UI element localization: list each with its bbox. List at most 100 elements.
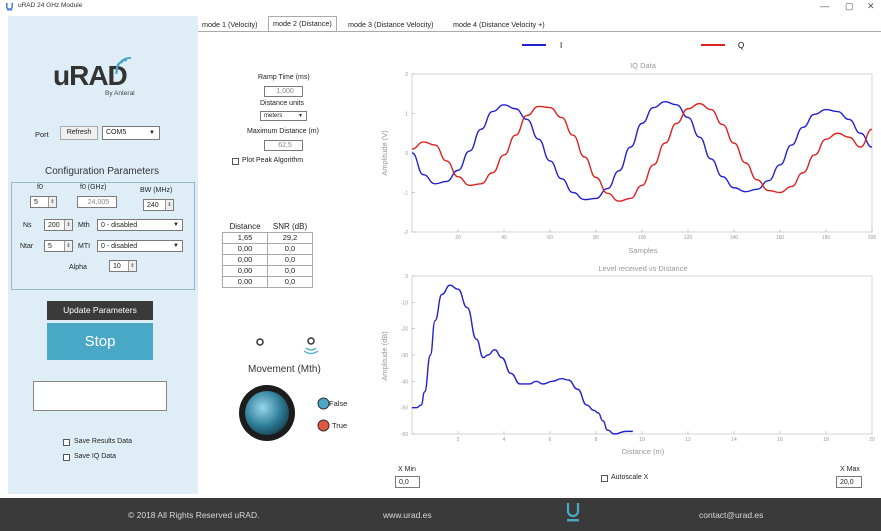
iq-x-tick-label: 120 <box>684 235 693 241</box>
bw-value: 240 <box>147 202 159 209</box>
minimize-button[interactable]: — <box>820 1 829 11</box>
bw-label: BW (MHz) <box>140 187 173 194</box>
footer-contact-link[interactable]: contact@urad.es <box>699 510 764 520</box>
tab-strip-line <box>198 31 881 32</box>
iq-x-tick-label: 100 <box>638 235 647 241</box>
save-iq-label: Save IQ Data <box>74 453 117 460</box>
tab-mode-2[interactable]: mode 2 (Distance) <box>268 16 337 31</box>
left-panel: uRAD By Anteral Port Refresh COM5 ▼ Conf… <box>8 16 198 494</box>
iq-chart-axes: 20 40 60 80 100 120 140 160 180 200 2 1 0 -1 -2 <box>404 72 877 241</box>
cell-distance: 0,00 <box>222 242 268 255</box>
tab-mode-1[interactable]: mode 1 (Velocity) <box>202 20 258 29</box>
close-button[interactable]: ✕ <box>867 1 875 11</box>
ns-stepper[interactable]: 200 ⇕ <box>44 219 73 231</box>
ntar-value: 5 <box>48 243 52 250</box>
iq-series-line-q <box>411 102 873 202</box>
spin-arrows-icon[interactable]: ⇕ <box>165 200 173 210</box>
tab-mode-3[interactable]: mode 3 (Distance Velocity) <box>348 20 434 29</box>
maxdist-label: Maximum Distance (m) <box>247 128 319 135</box>
xmin-field[interactable]: 0,0 <box>395 476 420 488</box>
config-title: Configuration Parameters <box>45 166 159 177</box>
level-chart-axes: 2 4 6 8 10 12 14 16 18 20 0 -10 -20 -30 -40 -50 -60 <box>401 274 875 443</box>
iq-y-tick-label: -2 <box>404 230 409 236</box>
spin-arrows-icon[interactable]: ⇕ <box>128 261 136 271</box>
update-parameters-button[interactable]: Update Parameters <box>47 301 153 320</box>
level-x-tick-label: 2 <box>457 437 460 443</box>
xmin-label: X Min <box>398 466 416 473</box>
iq-y-tick-label: 1 <box>405 112 408 118</box>
port-label: Port <box>35 130 49 139</box>
level-y-tick-label: 0 <box>405 274 408 280</box>
table-row: 0,00 0,0 <box>222 264 313 277</box>
true-led-icon <box>317 419 330 432</box>
mth-select[interactable]: 0 - disabled ▼ <box>97 219 183 231</box>
footer: © 2018 All Rights Reserved uRAD. www.ura… <box>0 498 881 531</box>
port-value: COM5 <box>106 129 127 136</box>
autoscale-label: Autoscale X <box>611 474 649 481</box>
xmax-field[interactable]: 20,0 <box>836 476 862 488</box>
save-results-checkbox[interactable] <box>63 439 70 446</box>
spin-arrows-icon[interactable]: ⇕ <box>48 197 56 207</box>
chevron-down-icon: ▼ <box>173 222 179 228</box>
alpha-label: Alpha <box>69 264 87 271</box>
iq-y-tick-label: 0 <box>405 151 408 157</box>
ntar-stepper[interactable]: 5 ⇕ <box>44 240 73 252</box>
level-y-tick-label: -60 <box>401 432 408 438</box>
level-y-tick-label: -20 <box>401 327 408 333</box>
mti-select[interactable]: 0 - disabled ▼ <box>97 240 183 252</box>
ramp-label: Ramp Time (ms) <box>258 74 310 81</box>
maximize-button[interactable]: ▢ <box>845 1 854 11</box>
iq-x-tick-label: 180 <box>822 235 831 241</box>
units-select[interactable]: meters ▼ <box>260 111 307 121</box>
false-label: False <box>329 399 348 408</box>
spin-arrows-icon[interactable]: ⇕ <box>64 241 72 251</box>
table-header: SNR (dB) <box>272 221 308 231</box>
plot-peak-checkbox[interactable] <box>232 158 239 165</box>
legend-i-label: I <box>560 41 562 50</box>
level-x-tick-label: 6 <box>549 437 552 443</box>
bw-stepper[interactable]: 240 ⇕ <box>143 199 174 211</box>
footer-copyright: © 2018 All Rights Reserved uRAD. <box>128 510 260 520</box>
f0-stepper[interactable]: 5 ⇕ <box>30 196 57 208</box>
stop-button[interactable]: Stop <box>47 323 153 360</box>
level-y-tick-label: -30 <box>401 353 408 359</box>
level-x-tick-label: 10 <box>639 437 645 443</box>
cell-snr: 29,2 <box>267 231 313 244</box>
level-y-tick-label: -40 <box>401 379 408 385</box>
table-row: 1,65 29,2 <box>222 231 313 244</box>
footer-website-link[interactable]: www.urad.es <box>383 510 432 520</box>
app-icon <box>6 2 13 11</box>
cell-distance: 1,65 <box>222 231 268 244</box>
save-iq-checkbox[interactable] <box>63 454 70 461</box>
level-chart-title: Level received vs Distance <box>598 264 687 273</box>
chevron-down-icon: ▼ <box>298 113 303 119</box>
alpha-stepper[interactable]: 10 ⇕ <box>109 260 137 272</box>
level-x-tick-label: 14 <box>731 437 737 443</box>
cell-distance: 0,00 <box>222 253 268 266</box>
window-title: uRAD 24 GHz Module <box>18 2 83 9</box>
f0-label: f0 <box>37 184 43 191</box>
charts-area: I Q IQ Data Samples Amplitude (V) 20 40 60… <box>380 41 877 456</box>
tab-mode-4[interactable]: mode 4 (Distance Velocity +) <box>453 20 545 29</box>
legend-q-label: Q <box>738 41 744 50</box>
iq-series-line-i <box>411 100 873 201</box>
iq-x-tick-label: 140 <box>730 235 739 241</box>
refresh-button[interactable]: Refresh <box>60 126 98 140</box>
cell-distance: 0,00 <box>222 264 268 277</box>
spin-arrows-icon[interactable]: ⇕ <box>64 220 72 230</box>
iq-plot-frame <box>411 73 873 233</box>
units-value: meters <box>264 113 283 119</box>
true-label: True <box>332 421 348 430</box>
autoscale-checkbox[interactable] <box>601 475 608 482</box>
false-led-icon <box>317 397 330 410</box>
maxdist-field: 62,5 <box>264 140 303 151</box>
port-select[interactable]: COM5 ▼ <box>102 126 160 140</box>
iq-xlabel: Samples <box>628 246 657 255</box>
units-label: Distance units <box>260 100 304 107</box>
person-still-icon <box>256 338 264 346</box>
iq-chart-lines <box>411 100 873 202</box>
level-xlabel: Distance (m) <box>622 447 665 456</box>
table-header-row: Distance SNR (dB) <box>223 221 313 232</box>
ramp-field: 1,000 <box>264 86 303 97</box>
level-chart-lines <box>412 284 633 435</box>
